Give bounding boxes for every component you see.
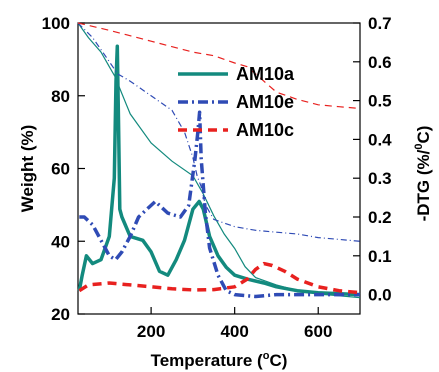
weight-curve-am10e bbox=[77, 22, 361, 242]
y-left-axis-title: Weight (%) bbox=[18, 125, 37, 213]
y-right-tick-label: 0.3 bbox=[368, 169, 392, 188]
y-left-tick-label: 100 bbox=[42, 14, 70, 33]
x-axis-title: Temperature (oC) bbox=[151, 350, 288, 370]
dtg-curve-am10a bbox=[77, 44, 361, 297]
y-left-tick-label: 60 bbox=[51, 160, 70, 179]
weight-curve-am10c bbox=[77, 22, 361, 110]
y-right-tick-label: 0.2 bbox=[368, 208, 392, 227]
y-right-axis-title: -DTG (%/0C) bbox=[413, 126, 433, 222]
legend-label: AM10e bbox=[236, 92, 294, 112]
y-left-tick-label: 80 bbox=[51, 87, 70, 106]
y-right-tick-label: 0.0 bbox=[368, 286, 392, 305]
legend-label: AM10c bbox=[236, 120, 294, 140]
dtg-curve-am10e bbox=[79, 110, 360, 299]
y-right-tick-label: 0.7 bbox=[368, 14, 392, 33]
dtg-curve-am10c bbox=[78, 261, 361, 295]
x-tick-label: 200 bbox=[137, 322, 165, 341]
y-right-tick-label: 0.6 bbox=[368, 53, 392, 72]
y-right-tick-label: 0.4 bbox=[368, 130, 392, 149]
y-left-tick-label: 20 bbox=[51, 305, 70, 324]
y-right-tick-label: 0.5 bbox=[368, 92, 392, 111]
x-tick-label: 400 bbox=[220, 322, 248, 341]
y-right-tick-label: 0.1 bbox=[368, 247, 392, 266]
legend-label: AM10a bbox=[236, 64, 295, 84]
x-tick-label: 600 bbox=[304, 322, 332, 341]
y-left-tick-label: 40 bbox=[51, 232, 70, 251]
